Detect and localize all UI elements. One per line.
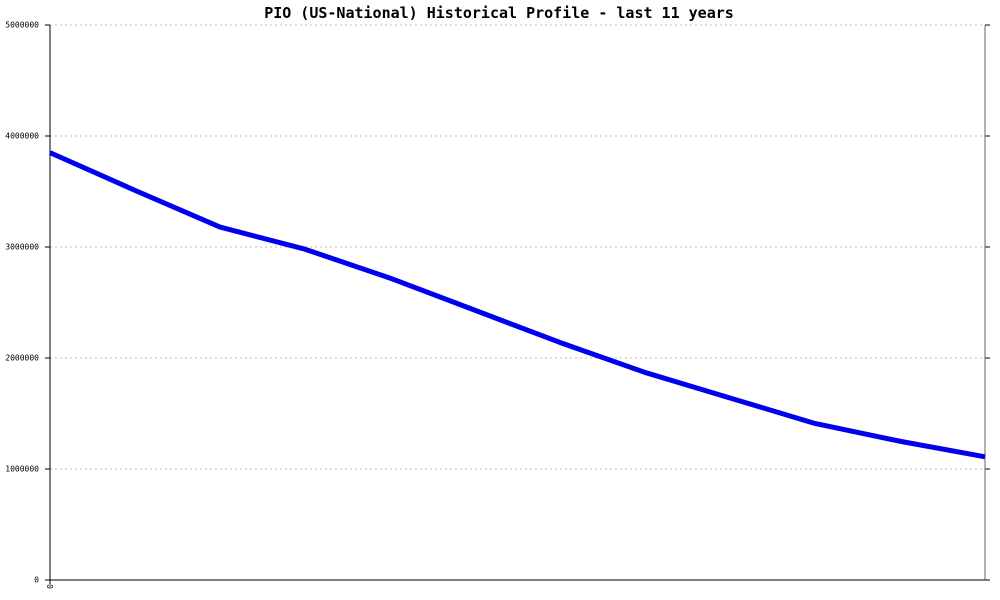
x-tick-label: 0 [46, 584, 55, 589]
y-tick-label: 0 [34, 576, 39, 585]
y-tick-label: 2000000 [5, 354, 39, 363]
y-tick-label: 5000000 [5, 21, 39, 30]
chart-title: PIO (US-National) Historical Profile - l… [264, 4, 734, 22]
y-tick-label: 3000000 [5, 243, 39, 252]
data-line [48, 150, 986, 460]
y-tick-label: 1000000 [5, 465, 39, 474]
y-tick-label: 4000000 [5, 132, 39, 141]
